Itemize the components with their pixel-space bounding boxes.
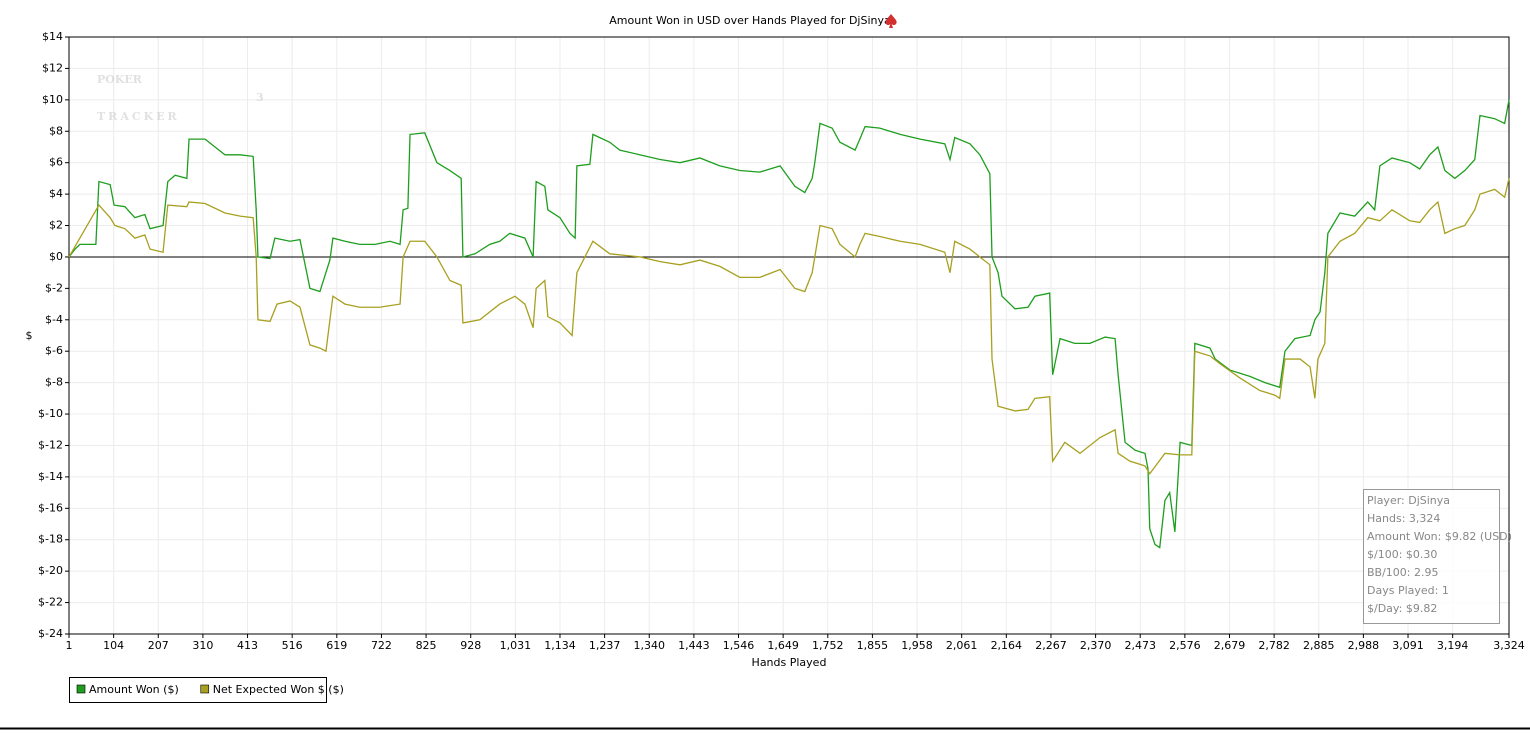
- x-tick-label: 1,649: [767, 639, 799, 652]
- plot-frame: [68, 36, 1510, 635]
- watermark: POKER: [97, 73, 143, 86]
- y-tick-label: $-2: [45, 281, 63, 294]
- y-tick-label: $6: [49, 156, 63, 169]
- x-tick-label: 2,164: [991, 639, 1023, 652]
- x-tick-label: 2,679: [1214, 639, 1246, 652]
- y-tick-label: $10: [42, 93, 63, 106]
- x-tick-label: 1,340: [633, 639, 665, 652]
- legend-swatch: [200, 684, 210, 694]
- y-tick-label: $-16: [38, 501, 63, 514]
- y-tick-label: $4: [49, 187, 63, 200]
- legend-box: [69, 677, 327, 703]
- x-tick-label: 2,885: [1303, 639, 1335, 652]
- x-tick-label: 3,194: [1437, 639, 1469, 652]
- series-line: [68, 99, 1510, 549]
- watermark: TRACKER: [97, 110, 180, 123]
- x-tick-label: 1,134: [544, 639, 576, 652]
- chart-title: Amount Won in USD over Hands Played for …: [609, 14, 891, 27]
- legend-label: Net Expected Won $ ($): [213, 683, 344, 696]
- x-tick-label: 2,473: [1124, 639, 1156, 652]
- x-tick-label: 310: [192, 639, 213, 652]
- y-tick-label: $-14: [38, 470, 63, 483]
- x-tick-label: 2,988: [1348, 639, 1380, 652]
- legend-label: Amount Won ($): [89, 683, 179, 696]
- y-tick-label: $14: [42, 30, 63, 43]
- x-tick-label: 2,061: [946, 639, 978, 652]
- x-tick-label: 1: [66, 639, 73, 652]
- x-tick-label: 207: [148, 639, 169, 652]
- info-line: Amount Won: $9.82 (USD): [1367, 530, 1512, 543]
- y-tick-label: $-8: [45, 376, 63, 389]
- y-tick-label: $-4: [45, 313, 63, 326]
- info-line: Days Played: 1: [1367, 584, 1449, 597]
- watermark: 3: [256, 91, 264, 104]
- y-tick-label: $2: [49, 219, 63, 232]
- y-tick-label: $12: [42, 61, 63, 74]
- y-tick-label: $-12: [38, 438, 63, 451]
- info-line: $/100: $0.30: [1367, 548, 1437, 561]
- x-tick-label: 413: [237, 639, 258, 652]
- series-line: [68, 178, 1510, 475]
- x-tick-label: 1,752: [812, 639, 844, 652]
- y-tick-label: $-18: [38, 533, 63, 546]
- x-tick-label: 2,576: [1169, 639, 1201, 652]
- info-line: Player: DjSinya: [1367, 494, 1450, 507]
- y-tick-label: $-20: [38, 564, 63, 577]
- y-tick-label: $0: [49, 250, 63, 263]
- x-tick-label: 1,855: [857, 639, 889, 652]
- y-tick-label: $-10: [38, 407, 63, 420]
- info-line: BB/100: 2.95: [1367, 566, 1439, 579]
- info-box: [1363, 489, 1500, 624]
- x-tick-label: 3,091: [1392, 639, 1424, 652]
- legend-swatch: [76, 684, 86, 694]
- x-tick-label: 1,031: [500, 639, 532, 652]
- x-tick-label: 2,267: [1035, 639, 1067, 652]
- spade-icon: [885, 14, 897, 28]
- x-tick-label: 1,958: [901, 639, 933, 652]
- x-tick-label: 1,443: [678, 639, 710, 652]
- x-tick-label: 2,782: [1258, 639, 1290, 652]
- y-tick-label: $8: [49, 124, 63, 137]
- y-tick-label: $-22: [38, 596, 63, 609]
- x-tick-label: 3,324: [1493, 639, 1525, 652]
- x-tick-label: 722: [371, 639, 392, 652]
- x-axis-label: Hands Played: [752, 656, 827, 669]
- y-tick-label: $-24: [38, 627, 63, 640]
- info-line: Hands: 3,324: [1367, 512, 1440, 525]
- x-tick-label: 619: [326, 639, 347, 652]
- x-tick-label: 928: [460, 639, 481, 652]
- y-axis-label: $: [26, 329, 33, 342]
- x-tick-label: 516: [282, 639, 303, 652]
- x-tick-label: 104: [103, 639, 124, 652]
- x-tick-label: 1,546: [723, 639, 755, 652]
- x-tick-label: 2,370: [1080, 639, 1112, 652]
- x-tick-label: 825: [416, 639, 437, 652]
- info-line: $/Day: $9.82: [1367, 602, 1437, 615]
- y-tick-label: $-6: [45, 344, 63, 357]
- x-tick-label: 1,237: [589, 639, 621, 652]
